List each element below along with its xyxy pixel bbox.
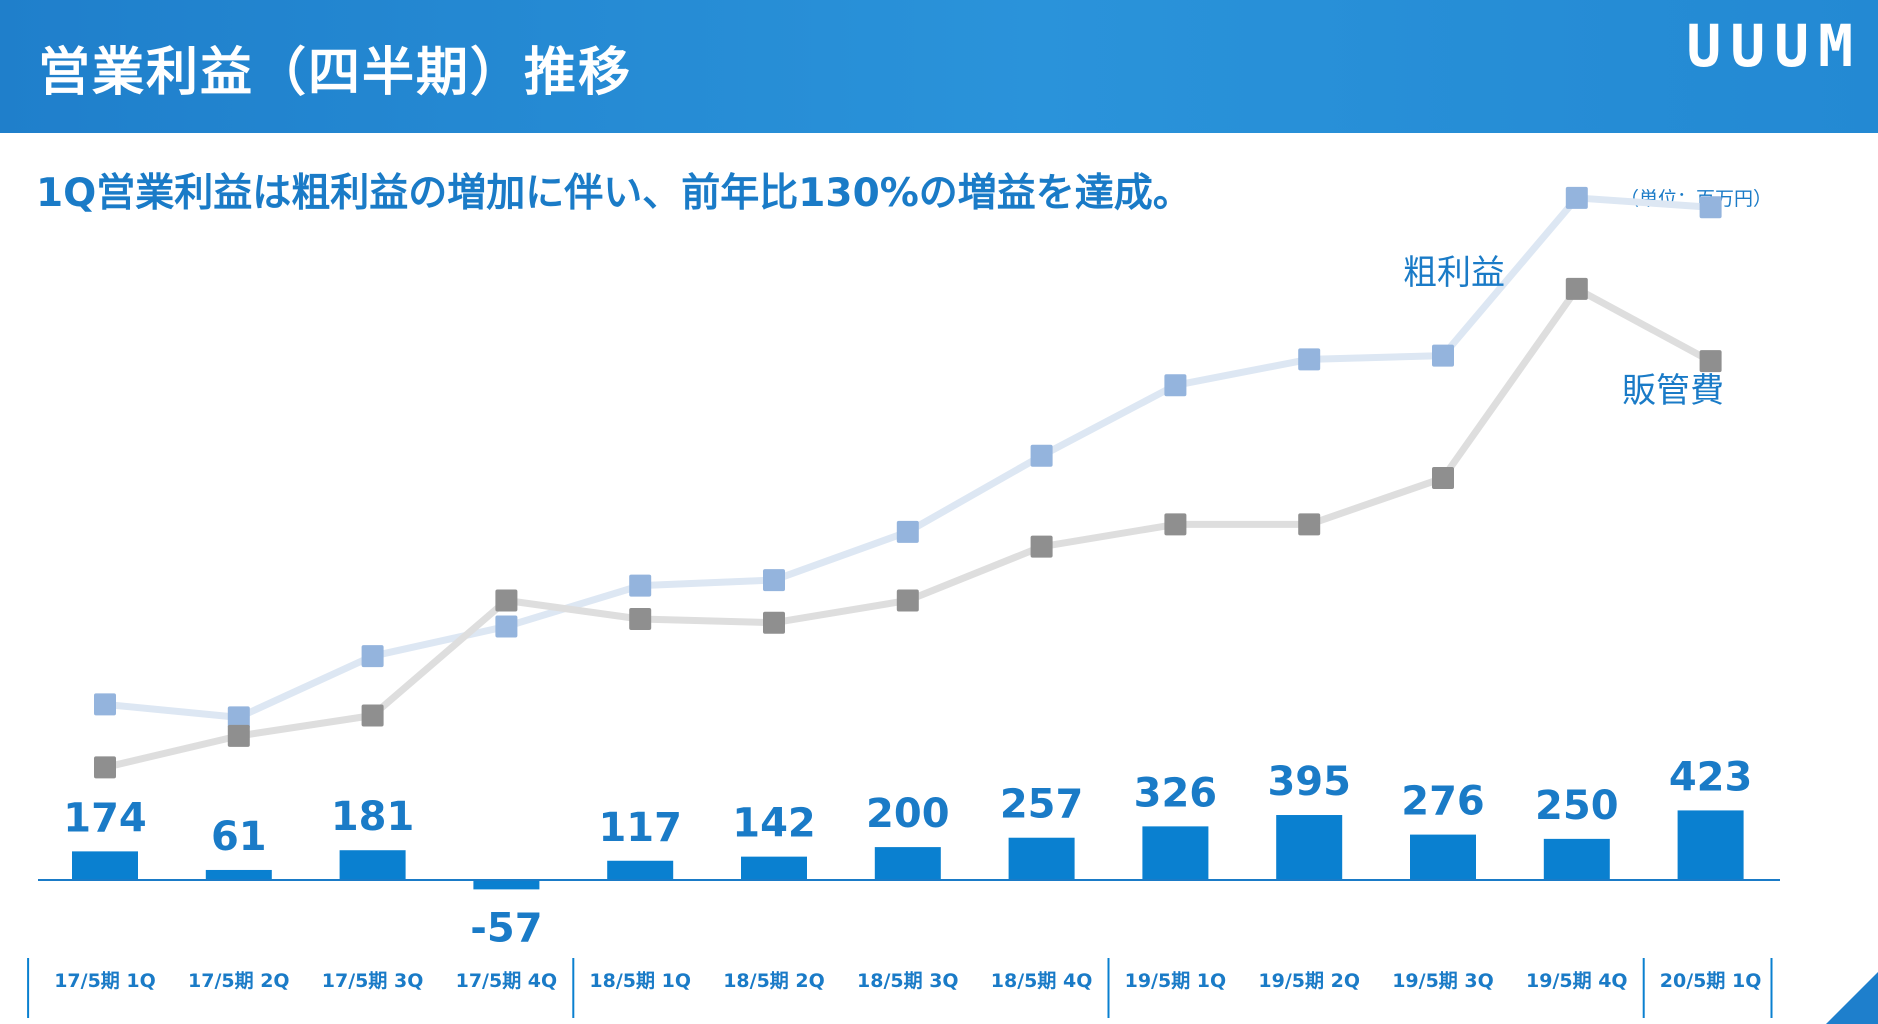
operating-profit-bar bbox=[339, 850, 406, 880]
bar-value-label: 395 bbox=[1267, 759, 1351, 805]
gross-profit-marker bbox=[1164, 374, 1187, 397]
bar-value-label: 200 bbox=[866, 791, 950, 837]
operating-profit-bar bbox=[1677, 810, 1744, 880]
sga-marker bbox=[763, 611, 785, 634]
bar-value-label: 423 bbox=[1669, 754, 1753, 800]
operating-profit-bar bbox=[1410, 834, 1476, 880]
gross-profit-marker bbox=[1432, 344, 1454, 367]
x-tick-label: 17/5期 4Q bbox=[456, 970, 558, 992]
sga-marker bbox=[1030, 535, 1053, 558]
sga-marker bbox=[1298, 513, 1321, 536]
sga-marker bbox=[1699, 350, 1722, 373]
operating-profit-bar bbox=[72, 851, 138, 880]
gross-profit-marker bbox=[896, 520, 919, 543]
x-tick-label: 19/5期 1Q bbox=[1125, 970, 1227, 992]
bar-value-label: 174 bbox=[63, 795, 147, 841]
line-series-layer bbox=[94, 186, 1722, 779]
page-title: 営業利益（四半期）推移 bbox=[38, 43, 633, 103]
operating-profit-bar bbox=[1008, 837, 1075, 880]
sga-marker bbox=[896, 589, 919, 612]
gross-profit-marker bbox=[629, 574, 652, 597]
sga-legend-label: 販管費 bbox=[1622, 371, 1724, 411]
bar-value-label: 61 bbox=[211, 814, 267, 860]
header-bar: 営業利益（四半期）推移 UUUM bbox=[0, 0, 1878, 133]
gross-profit-marker bbox=[361, 645, 384, 668]
sga-marker bbox=[361, 704, 384, 727]
x-tick-label: 18/5期 4Q bbox=[991, 970, 1093, 992]
bar-value-label: 250 bbox=[1535, 783, 1619, 829]
gross-profit-marker bbox=[227, 706, 250, 729]
gross-profit-marker bbox=[1565, 186, 1588, 209]
corner-accent bbox=[1826, 972, 1878, 1024]
operating-profit-bar bbox=[473, 880, 540, 890]
bar-value-label: 117 bbox=[598, 805, 682, 851]
gross-profit-legend-label: 粗利益 bbox=[1403, 253, 1505, 293]
gross-profit-marker bbox=[763, 569, 785, 592]
operating-profit-bar bbox=[607, 860, 674, 880]
sga-marker bbox=[1432, 467, 1454, 490]
operating-profit-bar bbox=[741, 856, 807, 880]
bar-value-label: -57 bbox=[470, 905, 542, 951]
x-tick-label: 20/5期 1Q bbox=[1660, 970, 1762, 992]
sga-marker bbox=[495, 589, 518, 612]
x-tick-label: 18/5期 3Q bbox=[857, 970, 959, 992]
operating-profit-bar bbox=[874, 847, 941, 880]
sga-marker bbox=[227, 724, 250, 747]
operating-profit-bar bbox=[205, 869, 272, 880]
bar-value-label: 181 bbox=[331, 794, 415, 840]
bar-value-label: 142 bbox=[732, 801, 816, 847]
sga-marker bbox=[94, 756, 116, 779]
bar-value-label: 276 bbox=[1401, 779, 1485, 825]
x-tick-label: 17/5期 2Q bbox=[188, 970, 290, 992]
operating-profit-bar bbox=[1142, 826, 1209, 880]
gross-profit-marker bbox=[495, 615, 518, 638]
gross-profit-marker bbox=[1030, 444, 1053, 467]
x-tick-label: 19/5期 4Q bbox=[1526, 970, 1628, 992]
x-tick-label: 17/5期 3Q bbox=[322, 970, 424, 992]
sga-marker bbox=[629, 608, 652, 631]
x-tick-label: 18/5期 2Q bbox=[723, 970, 825, 992]
bar-value-label: 326 bbox=[1134, 770, 1218, 816]
sga-marker bbox=[1164, 513, 1187, 536]
headline-subtitle: 1Q営業利益は粗利益の増加に伴い、前年比130%の増益を達成。 bbox=[36, 171, 1192, 216]
uuum-logo: UUUM bbox=[1686, 12, 1862, 80]
x-tick-label: 17/5期 1Q bbox=[54, 970, 156, 992]
gross-profit-marker bbox=[94, 693, 116, 716]
x-tick-label: 19/5期 2Q bbox=[1258, 970, 1360, 992]
operating-profit-bar bbox=[1543, 838, 1610, 880]
operating-profit-bar bbox=[1276, 815, 1343, 880]
x-axis-layer: 17/5期 1Q 17/5期 2Q 17/5期 3Q 17/5期 4Q 18/5期 1Q… bbox=[27, 958, 1773, 1018]
x-tick-label: 19/5期 3Q bbox=[1392, 970, 1494, 992]
gross-profit-marker bbox=[1699, 196, 1722, 219]
x-tick-label: 18/5期 1Q bbox=[589, 970, 691, 992]
gross-profit-marker bbox=[1298, 348, 1321, 371]
sga-marker bbox=[1565, 277, 1588, 300]
bar-value-label: 257 bbox=[1000, 782, 1084, 828]
bar-series-layer: 174 61 181 -57 117 142 200 257 326 395 276 250 423 bbox=[63, 754, 1752, 951]
